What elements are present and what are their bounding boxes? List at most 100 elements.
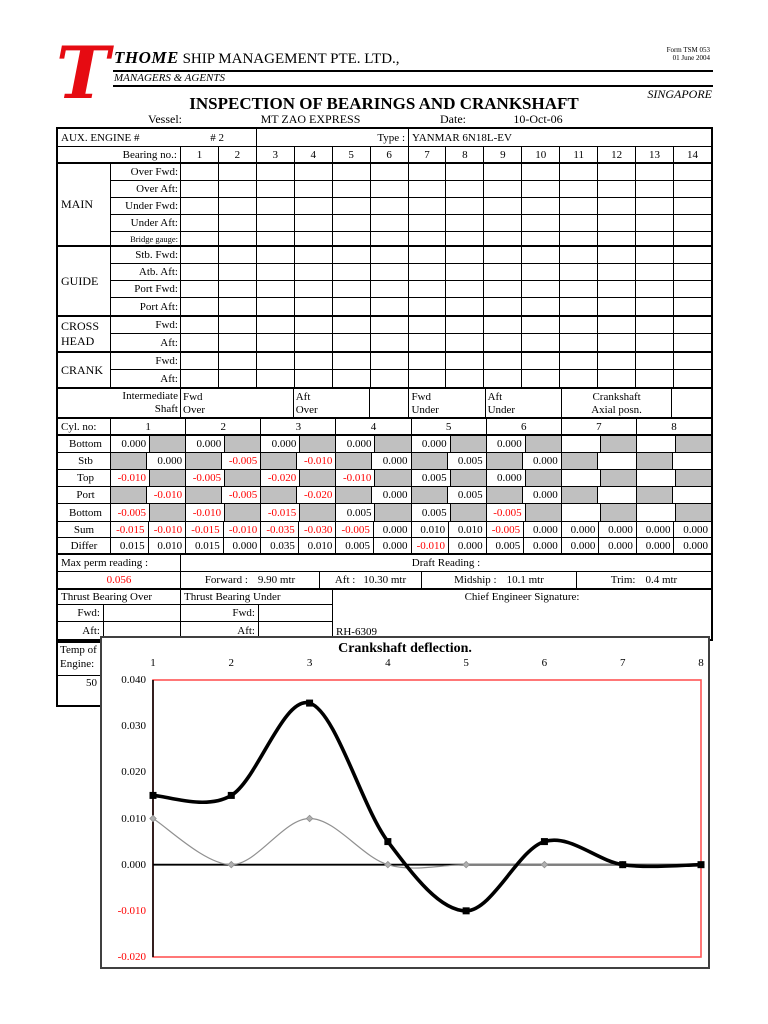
chart-x-tick-4: 4 (385, 657, 391, 669)
bearing-cell (674, 247, 711, 263)
deflection-row-bottom: Bottom 0.000 0.000 0.000 0.000 0.000 0.000 (58, 436, 711, 453)
chart-marker-diamond (149, 814, 157, 823)
intermediate-cell-text: Aft (487, 391, 503, 403)
bearing-cell (522, 334, 561, 351)
bearing-cell (371, 298, 409, 315)
bearing-cell (598, 232, 637, 245)
chart-marker-square (149, 791, 157, 799)
bearing-cell (446, 370, 485, 387)
deflection-shaded-cell (450, 470, 487, 486)
bearing-cell (295, 334, 333, 351)
bearing-cell (446, 198, 485, 214)
bearing-cell (674, 334, 711, 351)
deflection-value-cell (673, 487, 711, 503)
temp-value: 50 (58, 675, 100, 691)
bearing-row-label: Atb. Aft: (111, 264, 181, 280)
intermediate-cell-text: Crankshaft (592, 391, 641, 403)
deflection-value-cell (598, 453, 637, 469)
bearing-cell (333, 281, 371, 297)
thrust-over-fwd-field (104, 605, 181, 621)
deflection-shaded-cell (600, 436, 637, 452)
bearing-cell (371, 164, 409, 180)
bearing-cell (598, 215, 637, 231)
bearing-cell (522, 215, 561, 231)
engine-temp-box: Temp of Engine: 50 (56, 641, 102, 707)
group-rows: Over Fwd: Over Aft: Under Fwd: Under Aft: Br… (111, 164, 711, 245)
bearing-row: Bridge gauge: (111, 232, 711, 245)
sum-value-cell: -0.005 (336, 522, 374, 537)
differ-cells: 0.015 0.010 0.015 0.000 0.035 0.010 0.005 0.000… (111, 538, 711, 553)
deflection-shaded-cell (150, 504, 187, 521)
cyl-col-2: 2 (186, 419, 262, 434)
draft-reading-label: Draft Reading : (411, 557, 481, 569)
chart-marker-diamond (462, 860, 470, 869)
bearing-cell (484, 334, 523, 351)
bearing-cell (333, 198, 371, 214)
deflection-value-cell: 0.005 (412, 470, 451, 486)
deflection-row-cells: -0.010 -0.005 -0.020 0.000 0.005 0.000 (111, 487, 711, 503)
bearing-row: Atb. Aft: (111, 264, 711, 281)
bearing-cell (371, 264, 409, 280)
deflection-shaded-cell (261, 453, 298, 469)
bearing-cell (257, 317, 295, 333)
bearing-cell (484, 181, 523, 197)
type-label-cell: Type : (257, 129, 409, 146)
trim-value: 0.4 mtr (645, 574, 678, 586)
intermediate-cell-aft-under: Aft Under (486, 389, 562, 417)
company-name-bold: THOME (114, 48, 179, 67)
deflection-value-cell: 0.000 (261, 436, 301, 452)
differ-row: Differ 0.015 0.010 0.015 0.000 0.035 0.010 0.0… (58, 538, 711, 555)
bearing-cell (484, 198, 523, 214)
bearing-cell (333, 247, 371, 263)
deflection-shaded-cell (561, 453, 598, 469)
bearing-cell (636, 298, 674, 315)
sum-value-cell: -0.005 (487, 522, 525, 537)
bearing-cell (181, 198, 219, 214)
chart-y-tick: 0.010 (121, 812, 146, 825)
chart-title: Crankshaft deflection. (338, 641, 472, 656)
bearing-row: Fwd: (111, 317, 711, 334)
differ-value-cell: 0.000 (637, 538, 675, 553)
bearing-row-label: Aft: (111, 334, 181, 351)
vessel-date-line: Vessel: MT ZAO EXPRESS Date: 10-Oct-06 (0, 112, 768, 128)
bearing-cell (181, 181, 219, 197)
bearing-no-row: Bearing no.: 1 2 3 4 5 6 7 8 9 10 11 12 13 14 (58, 147, 711, 164)
bearing-cell (522, 298, 561, 315)
deflection-value-cell: -0.005 (186, 470, 226, 486)
deflection-value-cell (673, 453, 711, 469)
temp-label-1: Temp of (60, 644, 97, 656)
deflection-value-cell: -0.005 (222, 487, 262, 503)
deflection-row-bottom: Bottom -0.005 -0.010 -0.015 0.005 0.005 -0.005 (58, 504, 711, 521)
bearing-row: Aft: (111, 334, 711, 351)
bearing-cell (181, 264, 219, 280)
bearing-cell (446, 232, 485, 245)
bearing-cell (636, 353, 674, 369)
bearing-cell (484, 215, 523, 231)
chart-y-tick: 0.030 (121, 720, 146, 733)
sum-value-cell: 0.000 (524, 522, 562, 537)
vessel-label: Vessel: (148, 112, 182, 126)
bearing-row: Aft: (111, 370, 711, 387)
bearing-cell (598, 317, 637, 333)
differ-value-cell: 0.010 (299, 538, 337, 553)
intermediate-cell-empty (672, 389, 711, 417)
bearing-cell (446, 215, 485, 231)
bearing-cell (522, 198, 561, 214)
differ-value-cell: 0.015 (111, 538, 149, 553)
deflection-value-cell: -0.005 (222, 453, 262, 469)
deflection-value-cell: 0.000 (372, 487, 412, 503)
cyl-col-1: 1 (111, 419, 187, 434)
deflection-shaded-cell (336, 487, 373, 503)
bearing-cell (409, 334, 447, 351)
header-rule-2 (113, 85, 713, 87)
deflection-value-cell (637, 504, 676, 521)
deflection-value-cell: -0.015 (261, 504, 301, 521)
bearing-cell (409, 198, 447, 214)
deflection-value-cell: 0.000 (186, 436, 226, 452)
bearing-cell (371, 181, 409, 197)
bearing-cell (598, 370, 637, 387)
bearing-cell (674, 232, 711, 245)
chart-y-tick: -0.010 (117, 904, 146, 917)
midship-value: 10.1 mtr (506, 574, 544, 586)
bearing-row: Stb. Fwd: (111, 247, 711, 264)
